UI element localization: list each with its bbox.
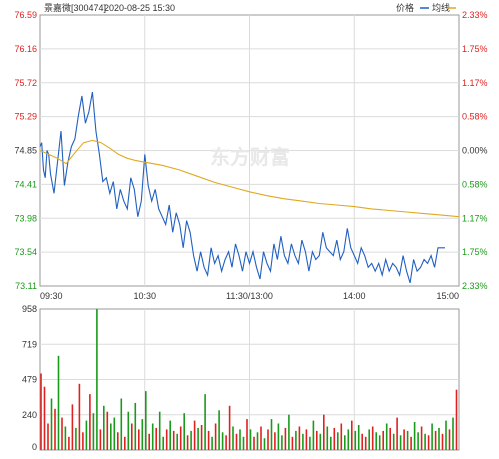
price-panel: 76.59 2.33% 76.16 1.75% 75.72 1.17% 75.29 0.58%… [14,10,487,301]
volume-tick-label: 479 [22,375,37,385]
right-tick-label: 1.75% [462,44,488,54]
left-tick-label: 73.11 [15,281,37,291]
volume-tick-label: 719 [22,339,37,349]
volume-tick-label: 0 [32,442,37,452]
volume-panel: 958 719 479 240 0 [22,304,460,452]
left-tick-label: 75.72 [14,78,37,88]
price-series-line [39,92,445,284]
legend-avg-label: 均线 [432,2,450,13]
average-series-line [39,139,460,218]
left-tick-label: 73.98 [14,213,37,223]
left-tick-label: 76.16 [14,44,37,54]
right-tick-label: 1.17% [462,213,488,223]
left-tick-label: 76.59 [14,10,37,20]
x-tick-label: 15:00 [436,291,459,301]
volume-tick-label: 240 [22,410,37,420]
right-tick-label: 0.00% [462,146,488,156]
x-tick-label: 14:00 [343,291,366,301]
left-tick-label: 73.54 [14,247,37,257]
x-tick-label: 10:30 [133,291,156,301]
stock-title: 景嘉微[300474] [44,2,106,13]
left-tick-label: 74.85 [14,146,37,156]
right-tick-label: 1.75% [462,247,488,257]
right-tick-label: 1.17% [462,78,488,88]
timestamp: 2020-08-25 15:30 [104,3,175,13]
x-tick-label: 11:30/13:00 [226,291,273,301]
right-tick-label: 0.58% [462,179,488,189]
x-tick-label: 09:30 [40,291,63,301]
right-tick-label: 2.33% [462,281,488,291]
right-tick-label: 2.33% [462,10,488,20]
left-tick-label: 75.29 [14,112,37,122]
left-tick-label: 74.41 [14,179,37,189]
volume-tick-label: 958 [22,304,37,314]
legend-price-label: 价格 [396,2,414,13]
right-tick-label: 0.58% [462,112,488,122]
watermark: 东方财富 [210,145,290,169]
